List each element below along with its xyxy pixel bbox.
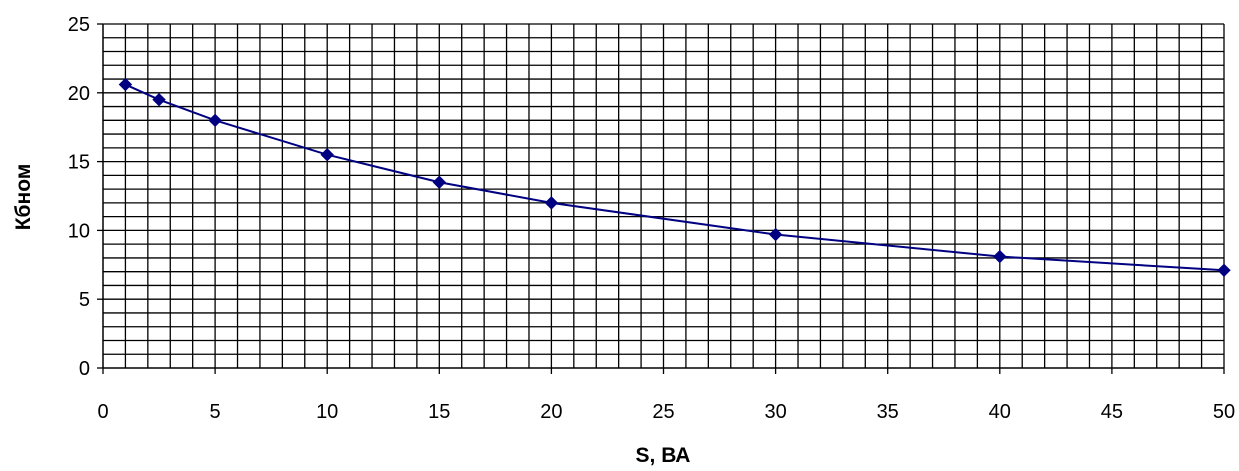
chart-series	[118, 77, 1231, 278]
data-point-marker	[1217, 263, 1231, 278]
y-tick-label: 25	[68, 14, 90, 36]
x-tick-labels: 0 5 10 15 20 25 30 35 40 45 50	[97, 401, 1235, 423]
data-point-marker	[320, 148, 334, 162]
data-point-marker	[993, 249, 1007, 264]
x-tick-label: 20	[540, 401, 562, 423]
x-axis-label: S, ВА	[636, 444, 691, 467]
x-tick-label: 15	[428, 401, 450, 423]
series-line	[125, 83, 1225, 272]
x-tick-label: 50	[1213, 401, 1235, 423]
x-tick-label: 5	[210, 401, 221, 423]
x-tick-label: 30	[764, 401, 786, 423]
x-tick-label: 25	[652, 401, 674, 423]
y-tick-label: 0	[79, 358, 90, 380]
x-tick-label: 35	[877, 401, 899, 423]
x-tick-label: 40	[989, 401, 1011, 423]
y-axis-label: Кбном	[12, 164, 35, 231]
chart-grid	[103, 23, 1225, 368]
data-point-marker	[208, 113, 222, 128]
data-point-marker	[118, 77, 133, 92]
y-tick-label: 5	[79, 289, 90, 311]
y-tick-labels: 0 5 10 15 20 25	[68, 14, 90, 380]
x-tick-label: 45	[1101, 401, 1123, 423]
data-point-marker	[768, 227, 783, 242]
data-point-marker	[544, 196, 559, 210]
y-tick-label: 15	[68, 152, 90, 174]
data-point-marker	[432, 175, 447, 189]
y-tick-label: 10	[68, 220, 90, 242]
chart-axes	[97, 23, 1225, 374]
y-tick-label: 20	[68, 83, 90, 105]
x-tick-label: 10	[316, 401, 338, 423]
data-point-marker	[152, 92, 166, 107]
x-tick-label: 0	[97, 401, 108, 423]
